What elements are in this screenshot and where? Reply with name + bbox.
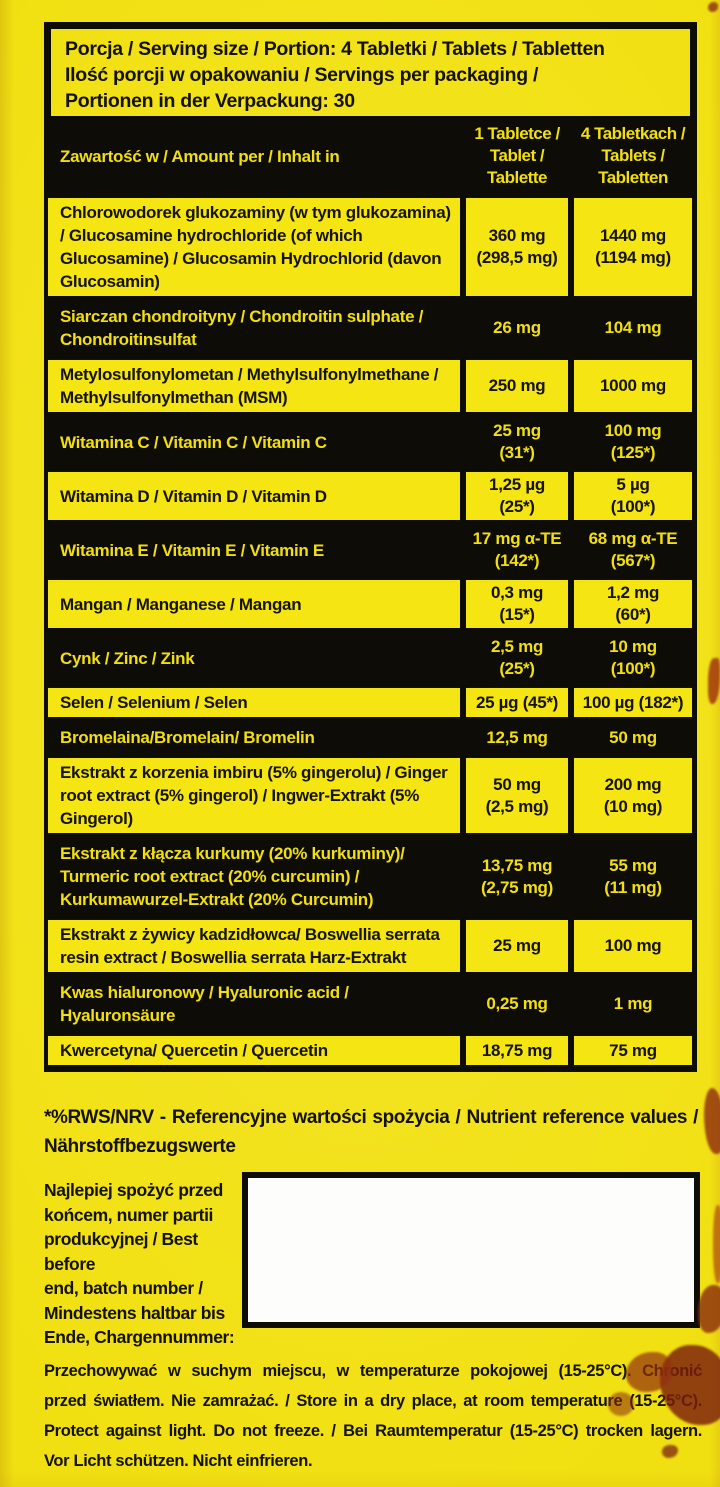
table-row-bromelain: Bromelaina/Bromelain/ Bromelin 12,5 mg 5… [48,723,694,752]
amount-per-4-tablets: 1 mg [613,994,653,1013]
amount-per-4-tablets: 1,2 mg (60*) [574,580,692,628]
amount-per-4-tablets: 10 mg (100*) [609,637,657,678]
amount-per-4-tablets: 100 µg (182*) [574,688,692,717]
table-row-manganese: Mangan / Manganese / Mangan 0,3 mg (15*)… [48,580,694,628]
storage-instructions: Przechowywać w suchym miejscu, w tempera… [44,1356,702,1476]
stain [704,1088,720,1154]
best-before-label: Najlepiej spożyć przed końcem, numer par… [44,1180,235,1347]
amount-per-4-tablets: 100 mg (125*) [604,421,662,462]
amount-per-4-tablets: 75 mg [574,1036,692,1065]
stain [713,1205,720,1283]
ingredient-name: Metylosulfonylometan / Methylsulfonylmet… [48,360,460,412]
amount-per-1-tablet: 50 mg (2,5 mg) [466,758,568,833]
table-row-turmeric-extract: Ekstrakt z kłącza kurkumy (20% kurkuminy… [48,839,694,914]
storage-line3: Protect against light. Do not freeze. / … [44,1422,702,1440]
amount-per-1-tablet: 360 mg (298,5 mg) [466,198,568,296]
amount-per-1-tablet: 25 mg (31*) [493,421,541,462]
serving-size-line: Porcja / Serving size / Portion: 4 Table… [65,36,678,62]
table-row-glucosamine: Chlorowodorek glukozaminy (w tym glukoza… [48,198,694,296]
storage-line2: przed światłem. Nie zamrażać. / Store in… [44,1392,702,1410]
ingredient-name: Witamina D / Vitamin D / Vitamin D [48,472,460,520]
serving-size-value: 4 Tabletki / Tablets / Tabletten [336,38,605,60]
amount-per-1-tablet: 12,5 mg [486,727,548,747]
ingredient-name: Ekstrakt z korzenia imbiru (5% gingerolu… [48,758,460,833]
ingredient-name: Witamina C / Vitamin C / Vitamin C [60,432,327,452]
amount-per-1-tablet: 18,75 mg [466,1036,568,1065]
ingredient-name: Bromelaina/Bromelain/ Bromelin [60,728,315,747]
amount-per-4-tablets: 200 mg (10 mg) [574,758,692,833]
amount-per-4-tablets: 104 mg [604,318,662,337]
ingredient-name: Ekstrakt z żywicy kadzidłowca/ Boswellia… [48,920,460,972]
amount-per-4-tablets: 68 mg α-TE (567*) [588,529,678,570]
table-header-row: Zawartość w / Amount per / Inhalt in 1 T… [48,121,694,191]
storage-line4: Vor Licht schützen. Nicht einfrieren. [44,1452,313,1470]
best-before-section: Najlepiej spożyć przed końcem, numer par… [44,1172,700,1350]
header-amount-per: Zawartość w / Amount per / Inhalt in [60,146,340,166]
amount-per-1-tablet: 0,3 mg (15*) [466,580,568,628]
nrv-note: *%RWS/NRV - Referencyjne wartości spożyc… [44,1103,698,1161]
amount-per-4-tablets: 1000 mg [574,360,692,412]
ingredient-name: Ekstrakt z kłącza kurkumy (20% kurkuminy… [60,844,405,909]
ingredient-name: Kwas hialuronowy / Hyaluronic acid / Hya… [60,983,349,1025]
amount-per-4-tablets: 55 mg (11 mg) [604,855,662,897]
table-row-selenium: Selen / Selenium / Selen 25 µg (45*) 100… [48,688,694,717]
ingredient-name: Chlorowodorek glukozaminy (w tym glukoza… [48,198,460,296]
table-row-zinc: Cynk / Zinc / Zink 2,5 mg (25*) 10 mg (1… [48,634,694,682]
nutrition-table: Zawartość w / Amount per / Inhalt in 1 T… [44,116,697,1072]
table-row-msm: Metylosulfonylometan / Methylsulfonylmet… [48,360,694,412]
amount-per-4-tablets: 50 mg [609,727,657,747]
serving-info-box: Porcja / Serving size / Portion: 4 Table… [44,22,697,129]
table-row-vitamin-d: Witamina D / Vitamin D / Vitamin D 1,25 … [48,472,694,520]
amount-per-4-tablets: 5 µg (100*) [574,472,692,520]
servings-per-pack-value: 30 [328,90,355,112]
amount-per-1-tablet: 1,25 µg (25*) [466,472,568,520]
table-row-quercetin: Kwercetyna/ Quercetin / Quercetin 18,75 … [48,1036,694,1065]
serving-size-label: Porcja / Serving size / Portion: [65,38,337,60]
amount-per-1-tablet: 2,5 mg (25*) [490,637,544,678]
nrv-note-line1: *%RWS/NRV - Referencyjne wartości spożyc… [44,1107,698,1128]
header-per-4-tablets: 4 Tabletkach / Tablets / Tabletten [580,124,686,187]
amount-per-1-tablet: 0,25 mg [486,994,548,1013]
ingredient-name: Witamina E / Vitamin E / Vitamin E [60,540,324,560]
table-row-hyaluronic-acid: Kwas hialuronowy / Hyaluronic acid / Hya… [48,978,694,1030]
batch-number-box [242,1172,700,1328]
servings-per-pack-label-de: Portionen in der Verpackung: [65,90,329,112]
servings-per-pack-line-de: Portionen in der Verpackung: 30 [65,88,678,114]
storage-line1: Przechowywać w suchym miejscu, w tempera… [44,1362,702,1380]
amount-per-4-tablets: 100 mg [574,920,692,972]
ingredient-name: Selen / Selenium / Selen [48,688,460,717]
amount-per-1-tablet: 13,75 mg (2,75 mg) [481,855,553,897]
table-row-vitamin-e: Witamina E / Vitamin E / Vitamin E 17 mg… [48,526,694,574]
servings-per-pack-line: Ilość porcji w opakowaniu / Servings per… [65,64,539,86]
amount-per-1-tablet: 25 mg [466,920,568,972]
amount-per-1-tablet: 25 µg (45*) [466,688,568,717]
table-row-boswellia-extract: Ekstrakt z żywicy kadzidłowca/ Boswellia… [48,920,694,972]
amount-per-1-tablet: 17 mg α-TE (142*) [472,529,562,570]
amount-per-1-tablet: 26 mg [493,318,541,337]
table-row-ginger-extract: Ekstrakt z korzenia imbiru (5% gingerolu… [48,758,694,833]
ingredient-name: Cynk / Zinc / Zink [60,648,195,668]
stain [708,2,718,12]
amount-per-1-tablet: 250 mg [466,360,568,412]
table-row-vitamin-c: Witamina C / Vitamin C / Vitamin C 25 mg… [48,418,694,466]
ingredient-name: Mangan / Manganese / Mangan [48,580,460,628]
ingredient-name: Kwercetyna/ Quercetin / Quercetin [48,1036,460,1065]
stain [708,658,720,704]
table-row-chondroitin: Siarczan chondroityny / Chondroitin sulp… [48,302,694,354]
amount-per-4-tablets: 1440 mg (1194 mg) [574,198,692,296]
header-per-1-tablet: 1 Tabletce / Tablet / Tablette [474,124,560,187]
ingredient-name: Siarczan chondroityny / Chondroitin sulp… [60,307,424,349]
stain [698,1285,720,1333]
nrv-note-line2: Nährstoffbezugswerte [44,1136,236,1157]
